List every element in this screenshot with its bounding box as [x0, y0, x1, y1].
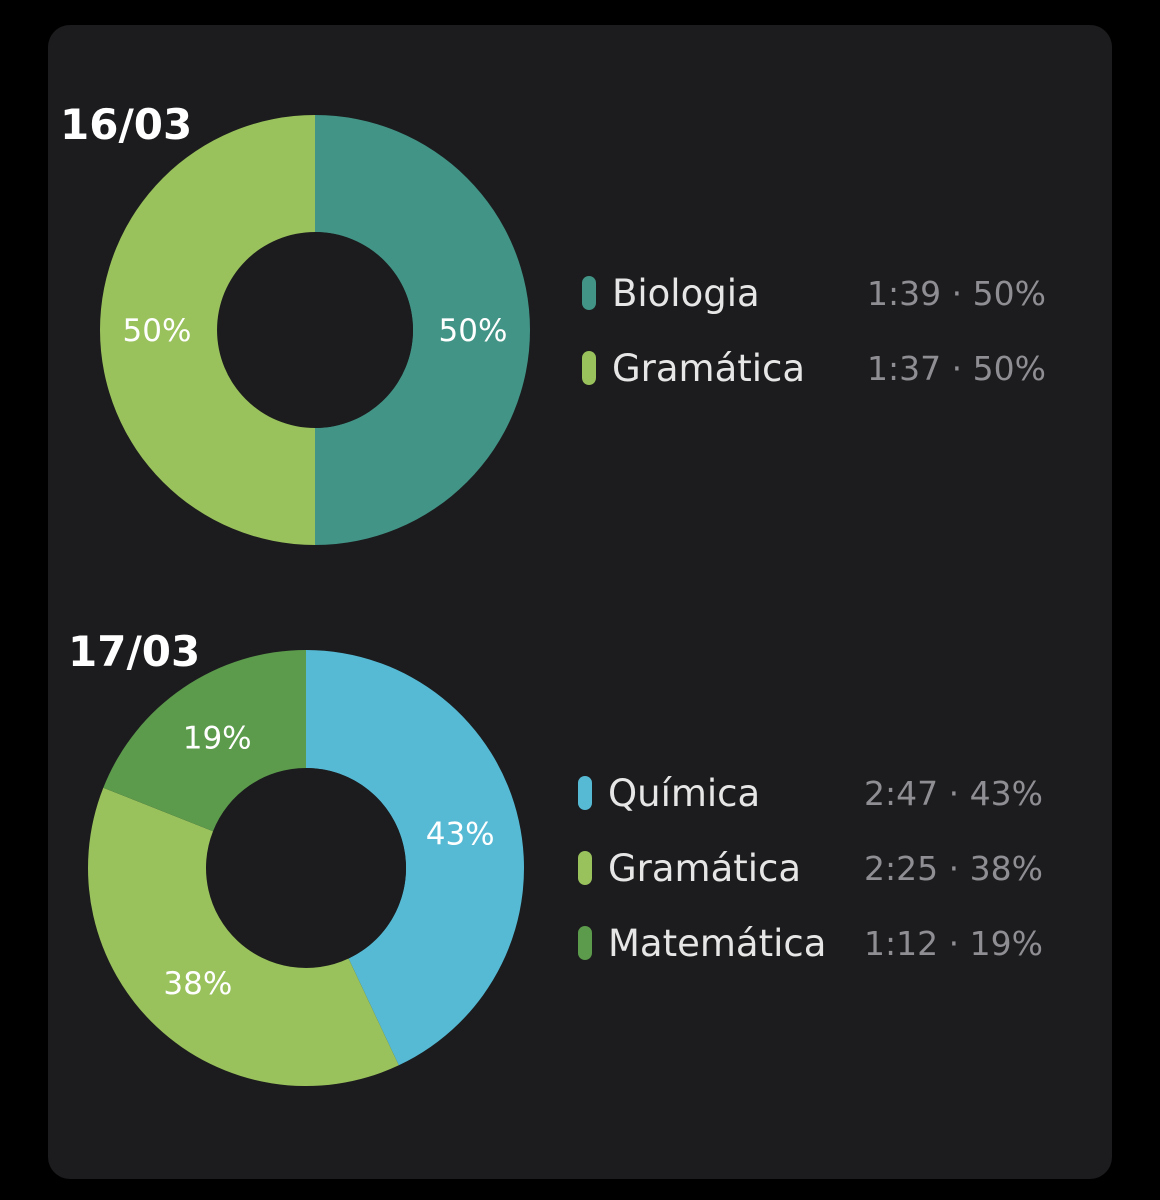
- slice-matematica: [103, 650, 307, 832]
- legend-item-gramatica: Gramática 2:25 · 38%: [578, 847, 1058, 890]
- legend-item-matematica: Matemática 1:12 · 19%: [578, 922, 1058, 965]
- donut-hole: [206, 768, 406, 968]
- legend-label: Biologia: [612, 272, 760, 315]
- legend-value: 2:47 · 43%: [864, 774, 1043, 813]
- slice-quimica: [306, 650, 524, 1066]
- legend-item-gramatica: Gramática 1:37 · 50%: [582, 347, 1062, 390]
- slice-gramatica: [100, 115, 315, 545]
- legend-swatch: [582, 276, 596, 310]
- slice-gramatica: [88, 787, 399, 1086]
- slice-percent-label: 50%: [439, 313, 508, 349]
- legend-value: 1:37 · 50%: [867, 349, 1046, 388]
- donut-hole: [217, 232, 413, 428]
- legend-label: Gramática: [612, 347, 806, 390]
- legend-swatch: [582, 351, 596, 385]
- legend-swatch: [578, 926, 592, 960]
- chart-1-date-title: 16/03: [60, 100, 193, 149]
- chart-1-donut: 50% 50%: [100, 115, 530, 545]
- legend-label: Química: [608, 772, 761, 815]
- legend-label: Matemática: [608, 922, 827, 965]
- chart-2-donut: 43% 38% 19%: [88, 650, 524, 1086]
- legend-item-quimica: Química 2:47 · 43%: [578, 772, 1058, 815]
- legend-value: 1:12 · 19%: [864, 924, 1043, 963]
- slice-percent-label: 50%: [123, 313, 192, 349]
- chart-2-date-title: 17/03: [68, 627, 201, 676]
- legend-swatch: [578, 776, 592, 810]
- legend-value: 2:25 · 38%: [864, 849, 1043, 888]
- legend-value: 1:39 · 50%: [867, 274, 1046, 313]
- slice-percent-label: 19%: [183, 720, 252, 756]
- slice-percent-label: 43%: [426, 817, 495, 853]
- legend-label: Gramática: [608, 847, 802, 890]
- slice-biologia: [315, 115, 530, 545]
- slice-percent-label: 38%: [163, 966, 232, 1002]
- legend-item-biologia: Biologia 1:39 · 50%: [582, 272, 1062, 315]
- legend-swatch: [578, 851, 592, 885]
